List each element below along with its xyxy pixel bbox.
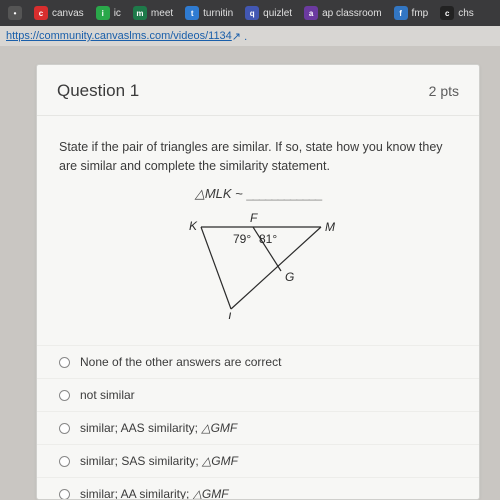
svg-text:G: G [285, 270, 294, 284]
answer-label: similar; AAS similarity; △GMF [80, 421, 237, 435]
radio-icon [59, 390, 70, 401]
radio-icon [59, 423, 70, 434]
bookmark-label: chs [458, 8, 474, 19]
bookmark-label: quizlet [263, 8, 292, 19]
bookmarks-bar: •ccanvasiicmmeettturnitinqquizletaap cla… [0, 0, 500, 26]
triangle-figure: K F M G L 79° 81° [59, 209, 457, 319]
radio-icon [59, 357, 70, 368]
bookmark-canvas[interactable]: ccanvas [30, 4, 88, 22]
url-suffix: ↗ . [232, 30, 247, 43]
question-prompt: State if the pair of triangles are simil… [59, 138, 457, 176]
answer-label: None of the other answers are correct [80, 355, 281, 369]
bookmark-favicon: c [34, 6, 48, 20]
bookmark-favicon: t [185, 6, 199, 20]
answer-option-3[interactable]: similar; SAS similarity; △GMF [37, 444, 479, 477]
bookmark-turnitin[interactable]: t turnitin [181, 4, 237, 22]
bookmark-label: ap classroom [322, 8, 381, 19]
answer-label: similar; AA similarity; △GMF [80, 487, 229, 500]
bookmark-meet[interactable]: mmeet [129, 4, 177, 22]
answer-label: not similar [80, 388, 135, 402]
bookmark-favicon: c [440, 6, 454, 20]
page-content: Question 1 2 pts State if the pair of tr… [0, 46, 500, 500]
similarity-statement: △MLK ~ ____________ [59, 184, 457, 204]
answer-option-4[interactable]: similar; AA similarity; △GMF [37, 477, 479, 500]
bookmark-item-0[interactable]: • [4, 4, 26, 22]
bookmark-favicon: a [304, 6, 318, 20]
question-header: Question 1 2 pts [37, 65, 479, 116]
question-points: 2 pts [429, 83, 459, 99]
radio-icon [59, 489, 70, 500]
question-card: Question 1 2 pts State if the pair of tr… [36, 64, 480, 500]
bookmark-favicon: i [96, 6, 110, 20]
svg-text:79°: 79° [233, 232, 251, 246]
answer-option-0[interactable]: None of the other answers are correct [37, 345, 479, 378]
svg-text:M: M [325, 220, 335, 234]
bookmark-label: canvas [52, 8, 84, 19]
svg-text:F: F [250, 211, 258, 225]
bookmark-ap classroom[interactable]: a ap classroom [300, 4, 385, 22]
url-link[interactable]: https://community.canvaslms.com/videos/1… [6, 30, 232, 42]
question-body: State if the pair of triangles are simil… [37, 116, 479, 339]
bookmark-favicon: m [133, 6, 147, 20]
bookmark-favicon: • [8, 6, 22, 20]
bookmark-favicon: q [245, 6, 259, 20]
bookmark-quizlet[interactable]: q quizlet [241, 4, 296, 22]
svg-text:K: K [189, 219, 198, 233]
answer-option-2[interactable]: similar; AAS similarity; △GMF [37, 411, 479, 444]
bookmark-label: turnitin [203, 8, 233, 19]
similarity-prefix: △MLK ~ [195, 186, 243, 201]
bookmark-fmp[interactable]: ffmp [390, 4, 433, 22]
bookmark-chs[interactable]: cchs [436, 4, 478, 22]
question-title: Question 1 [57, 81, 139, 101]
answer-option-1[interactable]: not similar [37, 378, 479, 411]
bookmark-favicon: f [394, 6, 408, 20]
url-context-bar: https://community.canvaslms.com/videos/1… [0, 26, 500, 46]
bookmark-ic[interactable]: iic [92, 4, 125, 22]
answer-label: similar; SAS similarity; △GMF [80, 454, 238, 468]
bookmark-label: ic [114, 8, 121, 19]
answer-list: None of the other answers are correct not… [37, 345, 479, 500]
radio-icon [59, 456, 70, 467]
svg-text:81°: 81° [259, 232, 277, 246]
bookmark-label: meet [151, 8, 173, 19]
similarity-blank: ____________ [246, 186, 321, 201]
bookmark-label: fmp [412, 8, 429, 19]
svg-text:L: L [228, 310, 235, 319]
